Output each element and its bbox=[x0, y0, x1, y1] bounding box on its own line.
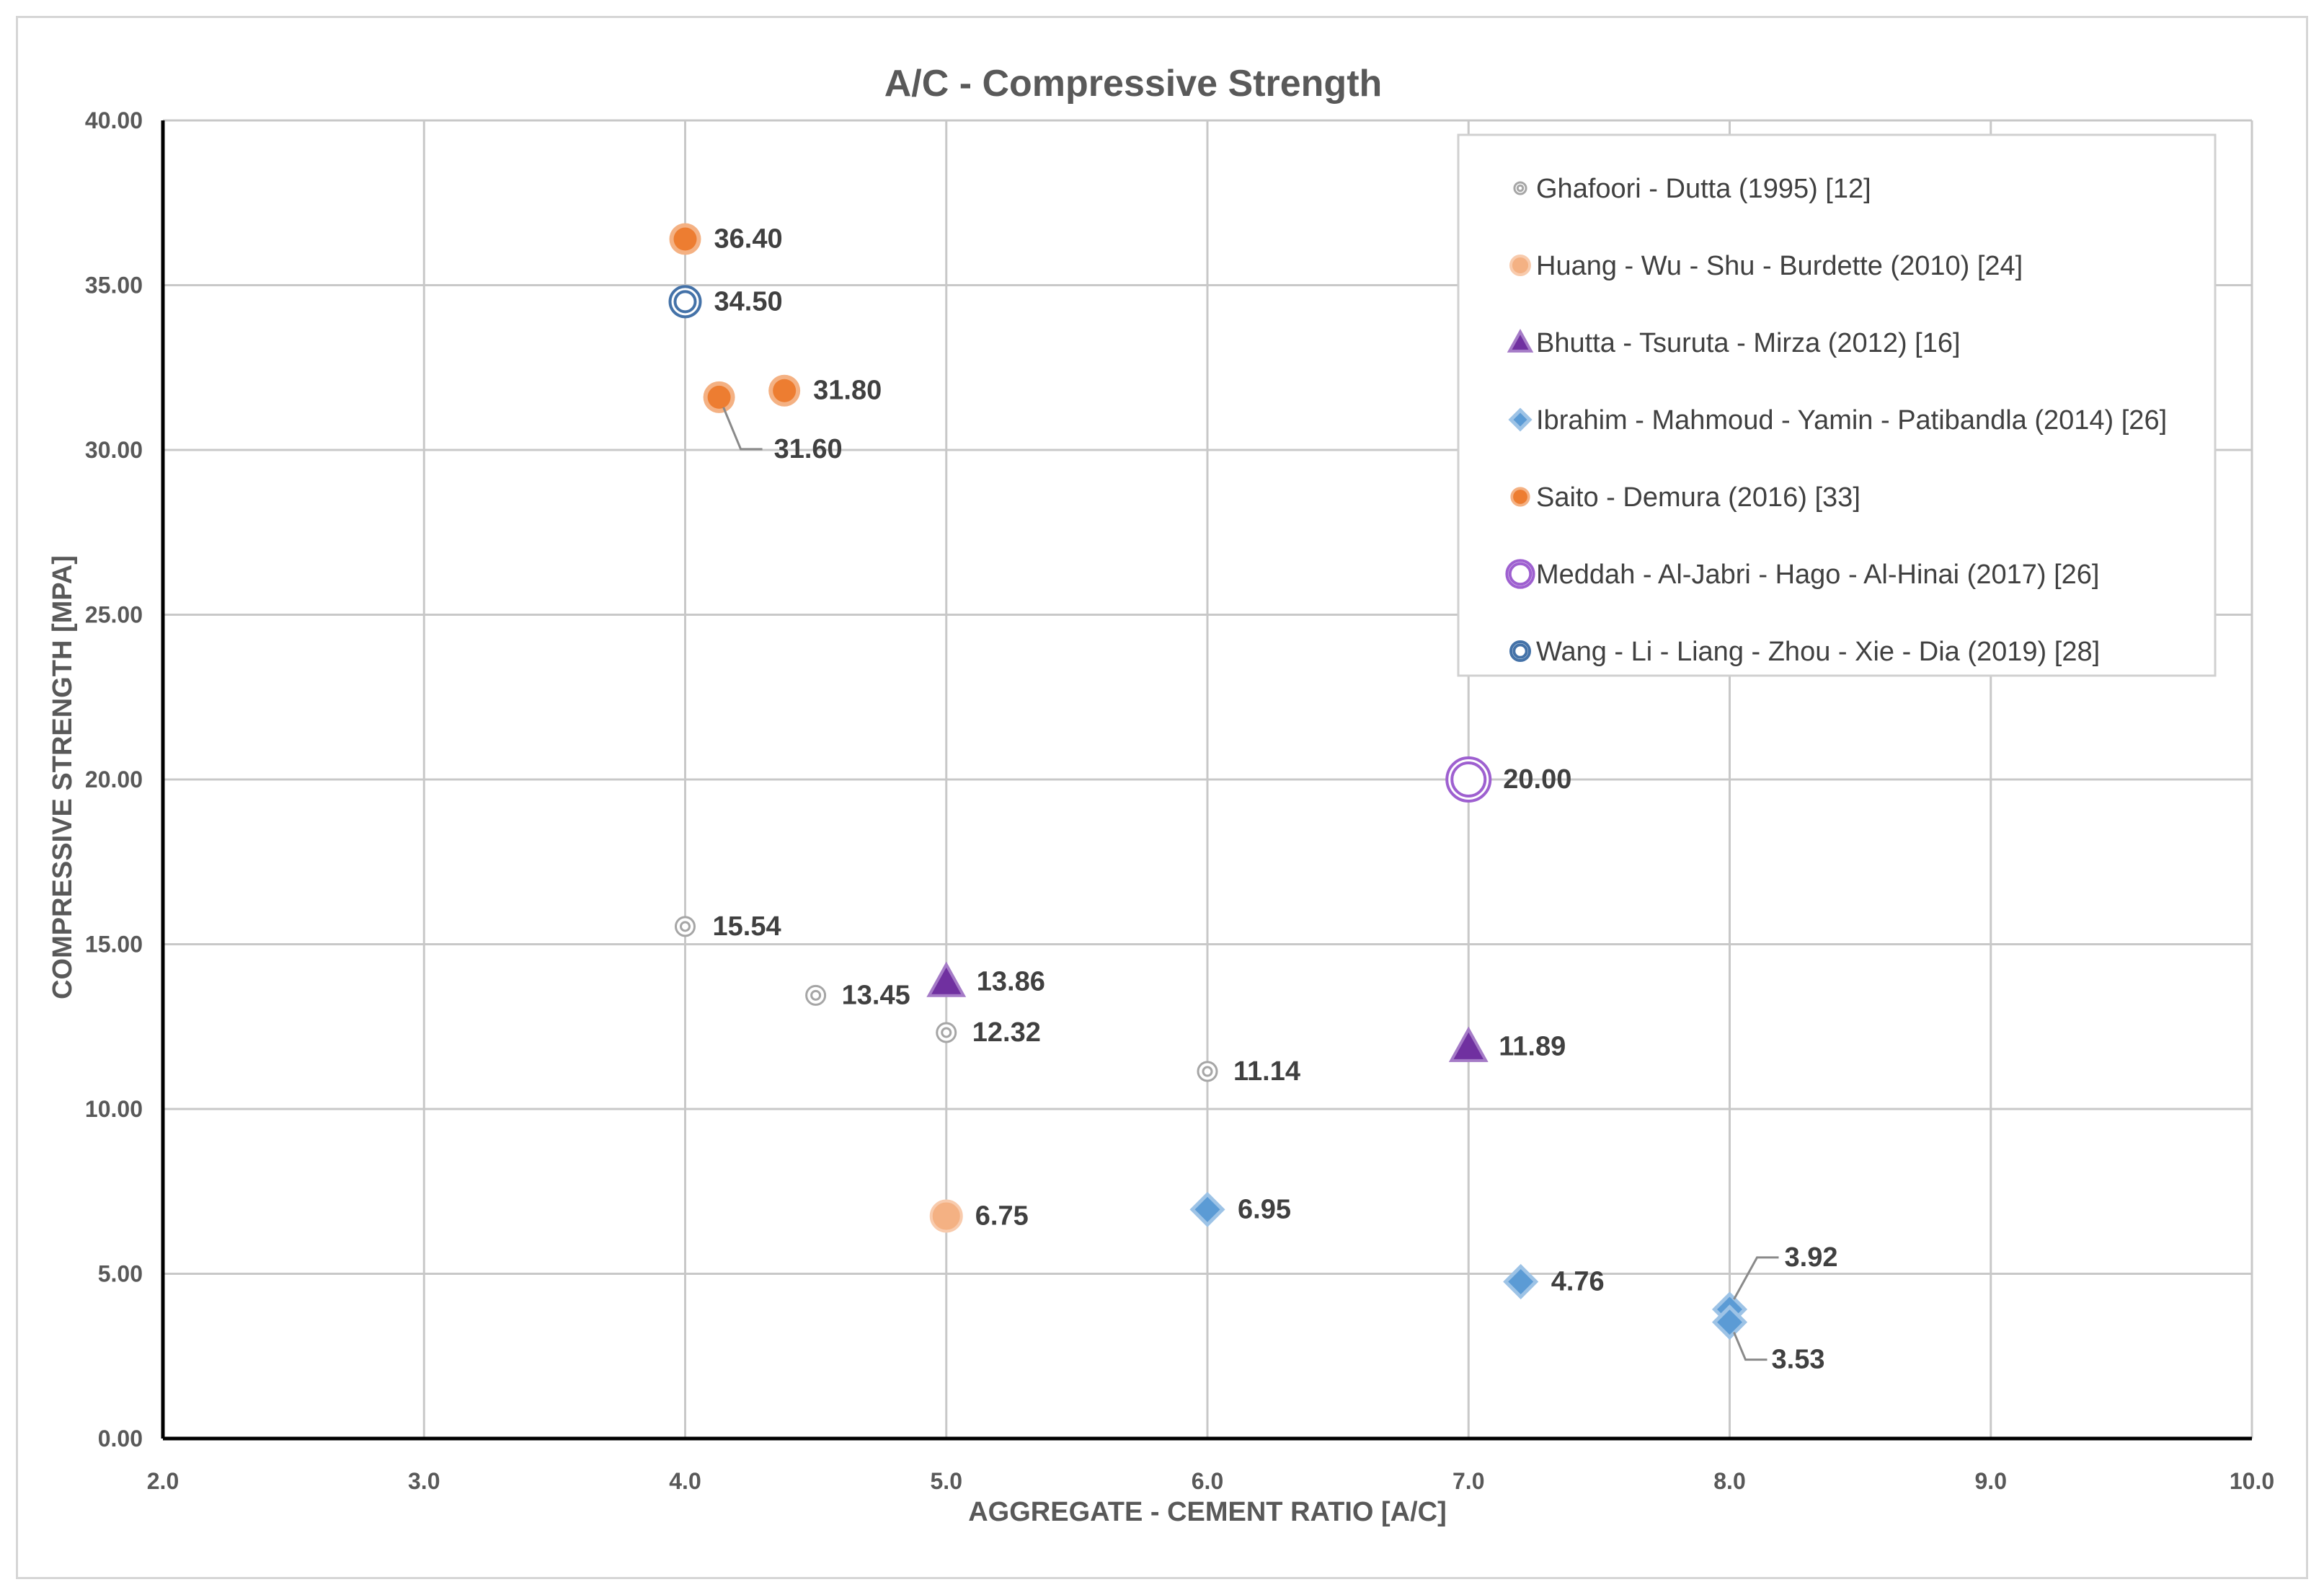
data-label: 15.54 bbox=[713, 911, 781, 942]
y-axis-title: COMPRESSIVE STRENGTH [MPA] bbox=[48, 555, 78, 999]
x-tick-label: 5.0 bbox=[931, 1468, 962, 1494]
legend-entry: Ghafoori - Dutta (1995) [12] bbox=[1536, 174, 1871, 204]
legend-entry: Huang - Wu - Shu - Burdette (2010) [24] bbox=[1536, 251, 2023, 281]
data-point bbox=[1445, 756, 1492, 803]
marker-core bbox=[810, 989, 822, 1001]
data-label: 13.45 bbox=[842, 980, 910, 1010]
y-tick-label: 40.00 bbox=[85, 107, 143, 133]
data-label: 6.75 bbox=[975, 1201, 1029, 1232]
x-tick-label: 7.0 bbox=[1452, 1468, 1484, 1494]
data-marks bbox=[668, 223, 1748, 1340]
x-tick-label: 8.0 bbox=[1713, 1468, 1745, 1494]
data-point bbox=[1503, 1263, 1539, 1300]
legend-entry: Saito - Demura (2016) [33] bbox=[1536, 482, 1860, 513]
y-tick-label: 20.00 bbox=[85, 766, 143, 792]
legend-box bbox=[1457, 133, 2217, 677]
data-point bbox=[1509, 254, 1532, 277]
leader-line bbox=[1733, 1256, 1779, 1300]
data-point bbox=[1510, 487, 1530, 507]
data-label: 12.32 bbox=[972, 1017, 1041, 1048]
data-point bbox=[929, 1199, 963, 1233]
y-tick-label: 35.00 bbox=[85, 273, 143, 299]
data-point bbox=[703, 381, 735, 413]
marker-core bbox=[1513, 490, 1527, 504]
marker-core bbox=[1516, 184, 1525, 193]
legend: Ghafoori - Dutta (1995) [12] Huang - Wu -… bbox=[1457, 133, 2217, 677]
legend-entry: Bhutta - Tsuruta - Mirza (2012) [16] bbox=[1536, 328, 1961, 358]
data-label: 6.95 bbox=[1238, 1194, 1291, 1224]
data-point bbox=[1711, 1304, 1748, 1340]
data-point bbox=[668, 285, 702, 319]
y-tick-label: 30.00 bbox=[85, 437, 143, 463]
x-tick-label: 9.0 bbox=[1975, 1468, 2007, 1494]
y-tick-label: 25.00 bbox=[85, 602, 143, 628]
scatter-chart: 2.0 3.0 4.0 5.0 6.0 7.0 8.0 9.0 10.0 0.00 5.00 10.0… bbox=[18, 18, 2306, 1577]
data-label: 34.50 bbox=[714, 286, 783, 317]
marker-ring-inner bbox=[1508, 562, 1533, 586]
axes: 2.0 3.0 4.0 5.0 6.0 7.0 8.0 9.0 10.0 0.00 5.00 10.0… bbox=[85, 107, 2274, 1494]
data-point bbox=[1197, 1061, 1218, 1082]
data-point bbox=[1505, 559, 1535, 589]
marker-core bbox=[673, 227, 697, 251]
data-point bbox=[1508, 407, 1533, 432]
data-label: 13.86 bbox=[977, 967, 1045, 997]
x-tick-label: 4.0 bbox=[669, 1468, 701, 1494]
data-label: 3.53 bbox=[1772, 1345, 1825, 1375]
marker-core bbox=[941, 1027, 952, 1038]
data-point bbox=[1509, 640, 1532, 663]
data-label: 3.92 bbox=[1785, 1242, 1838, 1273]
data-label: 20.00 bbox=[1503, 764, 1571, 795]
data-point bbox=[669, 223, 701, 255]
data-label: 31.60 bbox=[774, 434, 843, 464]
data-label: 36.40 bbox=[714, 224, 783, 255]
data-point bbox=[936, 1022, 957, 1043]
data-point bbox=[805, 984, 827, 1006]
marker-core bbox=[680, 921, 691, 932]
data-labels: 15.54 13.45 12.32 11.14 6.75 13.86 11.89 6.95 4.… bbox=[713, 224, 1838, 1375]
marker-core bbox=[707, 385, 731, 409]
chart-title: A/C - Compressive Strength bbox=[884, 63, 1383, 105]
leader-line bbox=[1733, 1332, 1768, 1361]
legend-entry: Wang - Li - Liang - Zhou - Xie - Dia (20… bbox=[1536, 637, 2100, 667]
data-point bbox=[1507, 329, 1534, 353]
data-point bbox=[675, 916, 696, 937]
marker-core bbox=[1202, 1066, 1213, 1077]
y-tick-label: 10.00 bbox=[85, 1096, 143, 1122]
data-label: 31.80 bbox=[813, 376, 882, 406]
marker-ring-inner bbox=[1512, 643, 1528, 659]
data-point bbox=[1448, 1026, 1489, 1062]
y-tick-label: 15.00 bbox=[85, 932, 143, 958]
x-tick-label: 2.0 bbox=[147, 1468, 179, 1494]
data-point bbox=[926, 961, 967, 997]
y-tick-label: 5.00 bbox=[98, 1261, 143, 1287]
legend-entry: Ibrahim - Mahmoud - Yamin - Patibandla (… bbox=[1536, 405, 2167, 436]
x-axis-title: AGGREGATE - CEMENT RATIO [A/C] bbox=[968, 1497, 1447, 1527]
data-point bbox=[768, 374, 801, 407]
leader-line bbox=[722, 407, 763, 451]
y-tick-label: 0.00 bbox=[98, 1426, 143, 1452]
x-tick-label: 6.0 bbox=[1192, 1468, 1223, 1494]
data-point bbox=[1513, 181, 1527, 195]
marker-ring-inner bbox=[1450, 761, 1487, 798]
chart-frame: 2.0 3.0 4.0 5.0 6.0 7.0 8.0 9.0 10.0 0.00 5.00 10.0… bbox=[16, 16, 2308, 1579]
data-label: 4.76 bbox=[1551, 1266, 1605, 1296]
marker-core bbox=[773, 379, 797, 402]
data-label: 11.14 bbox=[1233, 1056, 1300, 1087]
data-label: 11.89 bbox=[1499, 1032, 1566, 1062]
marker-ring-inner bbox=[673, 290, 697, 314]
x-tick-label: 10.0 bbox=[2230, 1468, 2274, 1494]
legend-entry: Meddah - Al-Jabri - Hago - Al-Hinai (201… bbox=[1536, 560, 2099, 590]
x-tick-label: 3.0 bbox=[408, 1468, 440, 1494]
data-point bbox=[1189, 1191, 1225, 1227]
